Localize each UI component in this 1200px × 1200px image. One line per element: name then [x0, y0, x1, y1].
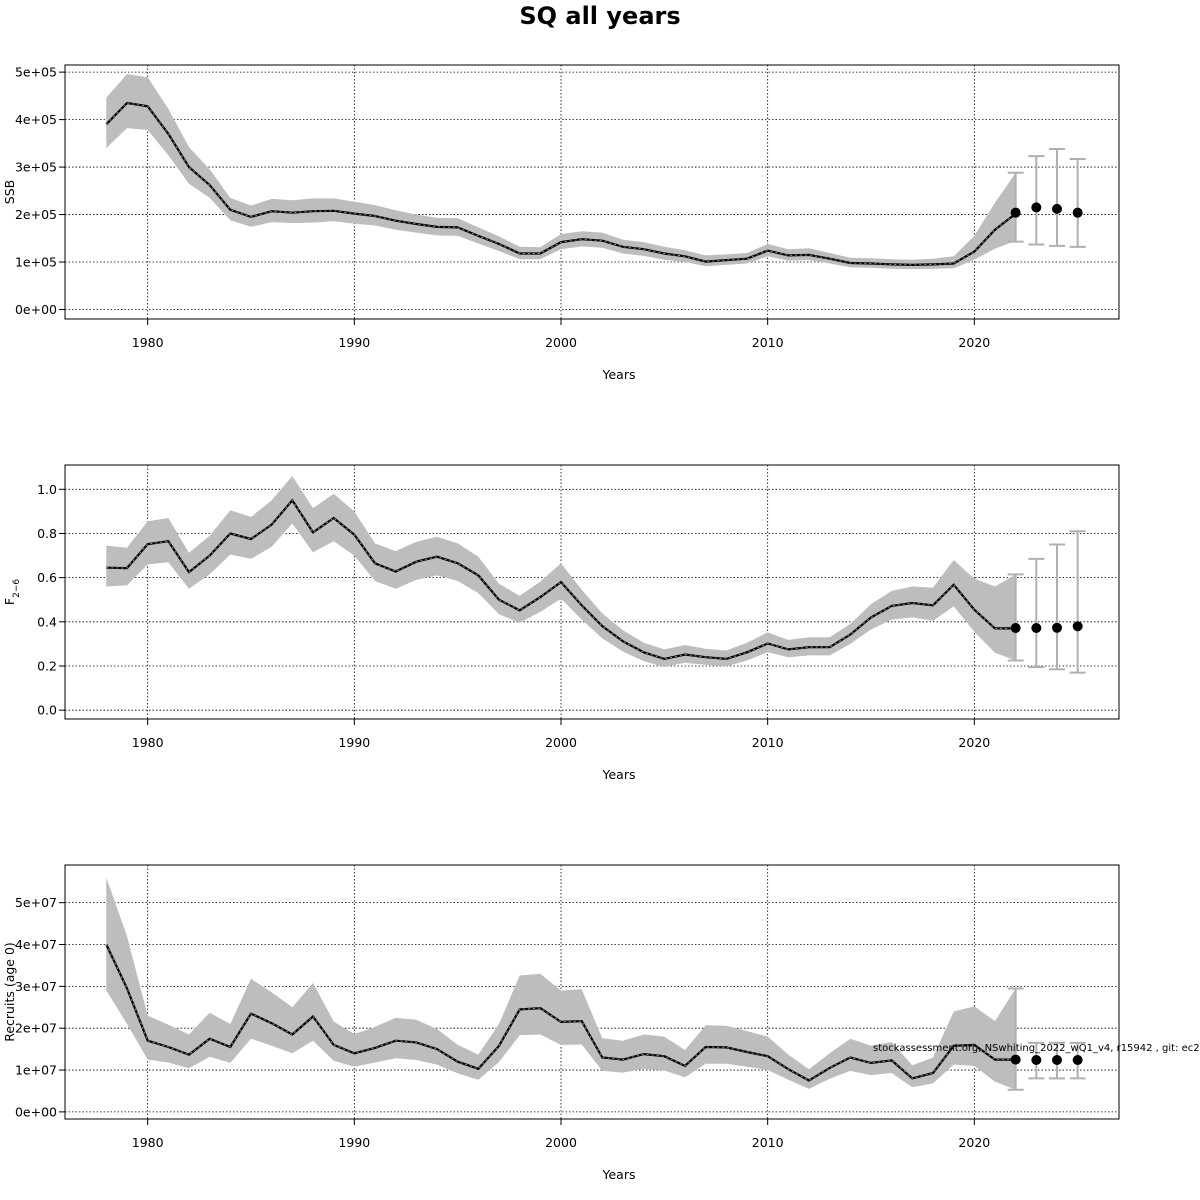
panel-1: 1980 1990 2000 2010 2020 0e+00 1e+05 2e+05 3e+05…	[2, 64, 1120, 382]
y-tick-label: 0e+00	[15, 302, 57, 317]
y-axis-label: Recruits (age 0)	[2, 942, 17, 1042]
forecast-point	[1031, 1054, 1042, 1065]
y-tick-label: 4e+05	[15, 112, 57, 127]
x-tick-label: 2000	[545, 1135, 577, 1150]
forecast-point	[1072, 1054, 1083, 1065]
x-tick-label: 2010	[752, 735, 784, 750]
y-tick-label: 4e+07	[15, 937, 57, 952]
y-tick-label: 0.2	[37, 658, 57, 673]
forecast-point	[1072, 207, 1083, 218]
x-tick-label: 1980	[132, 735, 164, 750]
chart-title: SQ all years	[519, 2, 680, 30]
footnote: stockassessment.org, NSwhiting_2022_wQ1_…	[873, 1043, 1200, 1054]
forecast-point	[1010, 1054, 1021, 1065]
y-tick-label: 2e+05	[15, 207, 57, 222]
y-tick-label: 0.0	[37, 703, 57, 718]
y-tick-label: 3e+07	[15, 979, 57, 994]
x-tick-label: 1990	[338, 735, 370, 750]
estimate-line-dash	[106, 499, 1016, 660]
plot-frame	[64, 464, 1120, 720]
y-tick-label: 1e+07	[15, 1063, 57, 1078]
x-axis-label: Years	[602, 1167, 636, 1182]
y-tick-label: 0e+00	[15, 1104, 57, 1119]
x-tick-label: 1980	[132, 1135, 164, 1150]
forecast-point	[1072, 621, 1083, 632]
confidence-band	[106, 877, 1016, 1090]
panel-2: 1980 1990 2000 2010 2020 0.0 0.2 0.4 0.6 0.8 1.0 Ye…	[2, 464, 1120, 782]
plot-frame	[64, 64, 1120, 320]
forecast-point	[1031, 623, 1042, 634]
x-tick-label: 2020	[958, 735, 990, 750]
y-tick-label: 0.6	[37, 570, 57, 585]
confidence-band	[106, 74, 1016, 270]
forecast-point	[1010, 623, 1021, 634]
x-axis-label: Years	[602, 767, 636, 782]
x-tick-label: 2020	[958, 335, 990, 350]
x-axis-label: Years	[602, 367, 636, 382]
x-tick-label: 2020	[958, 1135, 990, 1150]
y-axis-label: SSB	[2, 180, 17, 204]
x-tick-label: 2010	[752, 1135, 784, 1150]
y-tick-label: 5e+07	[15, 895, 57, 910]
y-tick-label: 2e+07	[15, 1021, 57, 1036]
x-tick-label: 1990	[338, 335, 370, 350]
panel-3: 1980 1990 2000 2010 2020 0e+00 1e+07 2e+07 3e+07…	[2, 864, 1120, 1182]
estimate-line-dash	[105, 102, 1016, 266]
plot-frame	[64, 864, 1120, 1120]
x-tick-label: 2000	[545, 335, 577, 350]
forecast-point	[1052, 203, 1062, 214]
y-tick-label: 0.8	[37, 526, 57, 541]
y-tick-label: 1e+05	[15, 255, 57, 270]
x-tick-label: 1990	[338, 1135, 370, 1150]
x-tick-label: 1980	[132, 335, 164, 350]
forecast-point	[1031, 202, 1042, 213]
x-tick-label: 2010	[752, 335, 784, 350]
x-tick-label: 2000	[545, 735, 577, 750]
confidence-band	[106, 476, 1016, 668]
y-tick-label: 3e+05	[15, 160, 57, 175]
forecast-point	[1052, 1054, 1062, 1065]
y-tick-label: 5e+05	[15, 65, 57, 80]
estimate-line-dash	[105, 944, 1016, 1082]
forecast-point	[1052, 622, 1062, 633]
forecast-point	[1010, 207, 1021, 218]
y-tick-label: 1.0	[37, 482, 57, 497]
y-tick-label: 0.4	[37, 614, 57, 629]
y-axis-label-subscript: 2−6	[12, 579, 22, 598]
